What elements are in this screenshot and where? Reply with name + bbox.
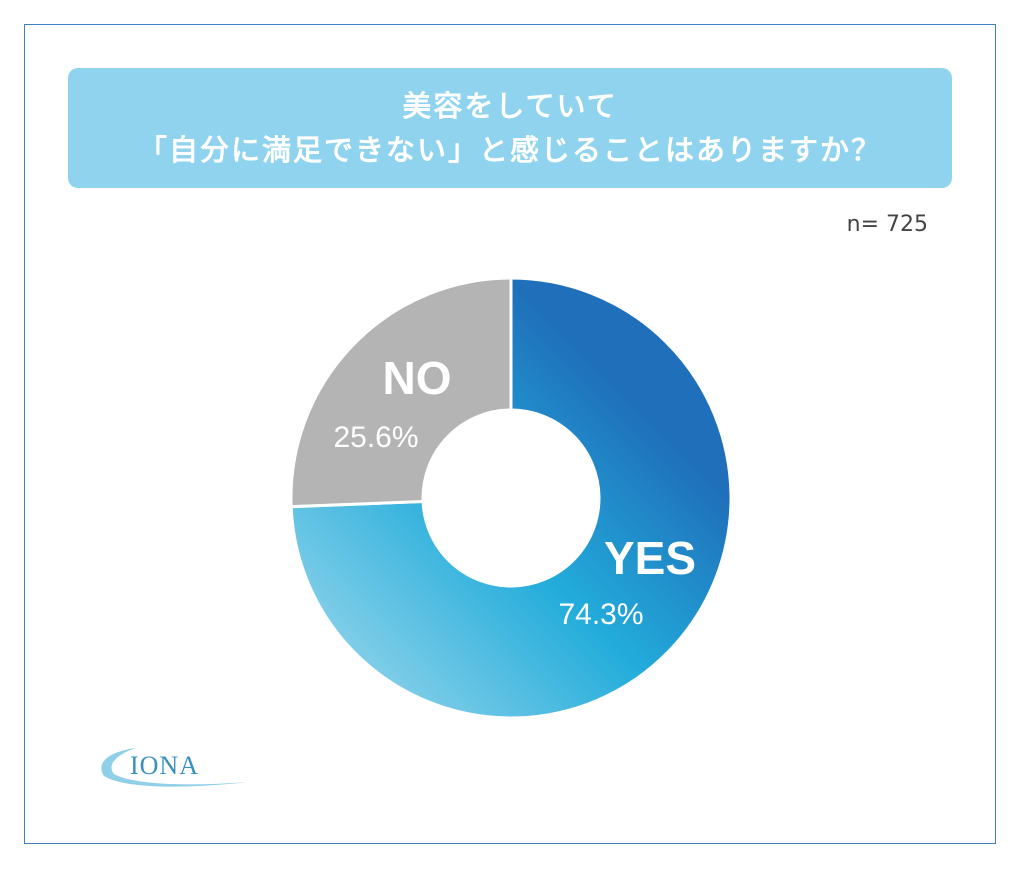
value-yes: 74.3% — [558, 598, 643, 631]
sample-size: n= 725 — [846, 212, 928, 237]
value-no: 25.6% — [333, 421, 418, 454]
label-no: NO — [383, 352, 452, 404]
title-line-2: 「自分に満足できない」と感じることはありますか？ — [137, 133, 882, 167]
label-yes: YES — [604, 532, 696, 584]
logo-text: IONA — [130, 751, 199, 780]
title-line-1: 美容をしていて — [402, 89, 618, 123]
chart-frame — [24, 24, 996, 844]
iona-logo: IONA — [96, 742, 256, 792]
chart-title: 美容をしていて 「自分に満足できない」と感じることはありますか？ — [68, 68, 952, 188]
slice-no — [289, 276, 513, 509]
slice-yes — [289, 276, 733, 720]
logo-swoosh-icon: IONA — [101, 748, 248, 787]
